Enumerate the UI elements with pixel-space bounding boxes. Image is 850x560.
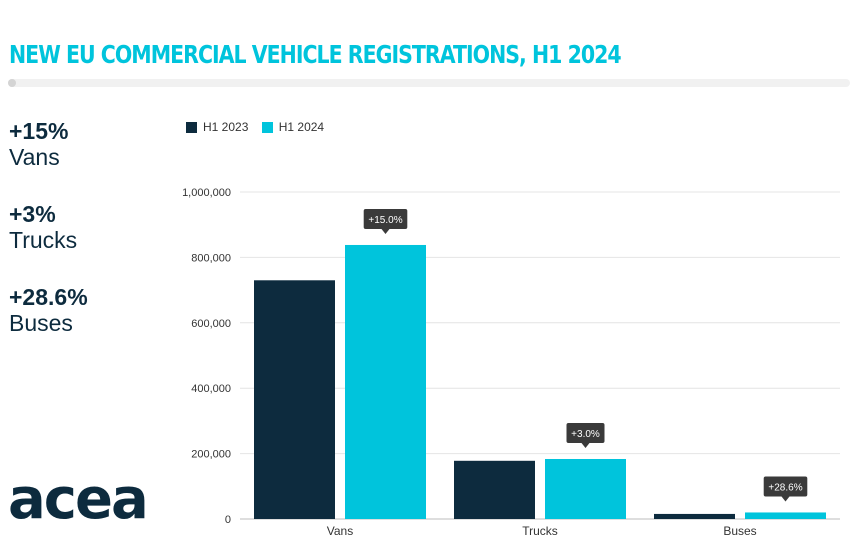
x-category-label: Vans bbox=[327, 524, 353, 538]
annotation-callout-box bbox=[363, 208, 408, 229]
chart-title: NEW EU COMMERCIAL VEHICLE REGISTRATIONS,… bbox=[9, 40, 622, 69]
legend-swatch-h1-2023 bbox=[186, 121, 197, 133]
legend-label-h1-2023: H1 2023 bbox=[203, 120, 249, 134]
legend-item-h1-2023: H1 2023 bbox=[186, 120, 248, 134]
divider-dot bbox=[8, 79, 16, 87]
legend-item-h1-2024: H1 2024 bbox=[261, 120, 325, 134]
stat-buses: +28.6% Buses bbox=[9, 284, 88, 336]
legend-swatch-h1-2024 bbox=[261, 121, 273, 133]
annotation-label: +28.6% bbox=[768, 482, 802, 493]
bar-trucks-h1-2023 bbox=[454, 460, 535, 519]
annotation-callout-pointer bbox=[781, 496, 790, 502]
annotation-label: +15.0% bbox=[368, 215, 402, 226]
y-tick-label: 400,000 bbox=[191, 383, 231, 395]
y-tick-label: 600,000 bbox=[191, 318, 231, 330]
x-category-label: Trucks bbox=[522, 524, 558, 538]
bar-buses-h1-2024 bbox=[745, 512, 826, 519]
acea-logo-mark: acea bbox=[8, 467, 149, 532]
annotation-callout-pointer bbox=[381, 228, 390, 234]
annotation-callout-box bbox=[566, 422, 605, 443]
bar-vans-h1-2023 bbox=[254, 280, 335, 519]
stat-buses-value: +28.6% bbox=[9, 284, 88, 310]
stat-buses-label: Buses bbox=[9, 310, 73, 336]
annotation-callout-pointer bbox=[581, 442, 590, 448]
title-divider bbox=[8, 79, 850, 87]
annotation-label: +3.0% bbox=[571, 429, 600, 440]
stat-trucks-value: +3% bbox=[9, 201, 56, 227]
stat-trucks-label: Trucks bbox=[9, 227, 78, 253]
logo-text: acea bbox=[8, 470, 147, 530]
y-tick-label: 800,000 bbox=[191, 252, 231, 264]
stat-vans-value: +15% bbox=[9, 118, 69, 144]
bar-buses-h1-2023 bbox=[654, 513, 735, 519]
annotation-callout-box bbox=[763, 476, 808, 497]
y-tick-label: 1,000,000 bbox=[182, 187, 231, 199]
x-category-label: Buses bbox=[723, 524, 756, 538]
stat-vans-label: Vans bbox=[9, 144, 60, 170]
y-tick-label: 200,000 bbox=[191, 449, 231, 461]
stat-trucks: +3% Trucks bbox=[9, 201, 77, 253]
legend-label-h1-2024: H1 2024 bbox=[278, 120, 325, 134]
acea-logo: acea bbox=[8, 467, 158, 535]
chart-legend: H1 2023 H1 2024 bbox=[186, 120, 334, 136]
y-tick-label: 0 bbox=[225, 514, 231, 526]
stat-vans: +15% Vans bbox=[9, 118, 68, 170]
bar-trucks-h1-2024 bbox=[545, 458, 626, 519]
bar-vans-h1-2024 bbox=[345, 244, 426, 519]
